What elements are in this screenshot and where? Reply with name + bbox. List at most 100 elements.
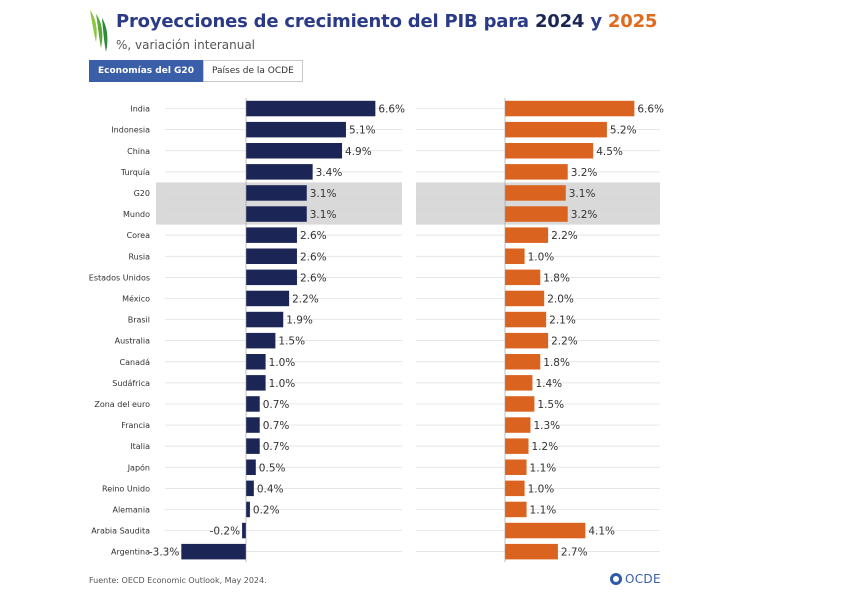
chart-subtitle: %, variación interanual (116, 38, 256, 52)
data-label-2025: 1.8% (543, 357, 570, 369)
data-label-2024: 2.6% (300, 251, 327, 263)
oecd-leaf-logo-icon (90, 10, 108, 52)
data-label-2025: 1.1% (530, 504, 557, 516)
category-label: Arabia Saudita (91, 527, 150, 536)
bar-2025 (505, 522, 586, 539)
category-label: Indonesia (111, 126, 150, 135)
title-join: y (584, 11, 608, 32)
bar-2025 (505, 206, 568, 222)
data-label-2025: 2.1% (549, 315, 576, 327)
bar-2025 (505, 354, 541, 370)
bar-2025 (505, 396, 535, 412)
bar-2025 (505, 311, 547, 328)
data-label-2025: 1.5% (537, 399, 564, 411)
category-label: Argentina (111, 548, 150, 557)
data-label-2024: 1.5% (278, 336, 305, 348)
chart-title: Proyecciones de crecimiento del PIB para… (116, 11, 657, 32)
category-label: Canadá (120, 358, 151, 367)
bar-2024 (246, 248, 297, 264)
data-label-2025: 4.1% (588, 526, 615, 538)
data-label-2025: 2.0% (547, 293, 574, 305)
tab-g20-economies[interactable]: Economías del G20 (89, 60, 203, 82)
bar-2025 (505, 501, 527, 518)
bar-2024 (246, 227, 297, 243)
data-label-2024: 0.7% (263, 399, 290, 411)
data-label-2025: 3.2% (571, 209, 598, 221)
data-label-2024: 1.0% (269, 378, 296, 390)
category-label: Australia (115, 337, 150, 346)
tab-bar: Economías del G20 Países de la OCDE (89, 60, 303, 82)
bar-2025 (505, 164, 568, 180)
bar-2024 (246, 164, 313, 180)
bar-2024 (246, 354, 266, 370)
category-label: Alemania (112, 505, 150, 514)
data-label-2025: 2.7% (561, 547, 588, 559)
bar-2025 (505, 290, 545, 307)
category-label: Rusia (128, 252, 150, 261)
data-label-2025: 5.2% (610, 125, 637, 137)
data-label-2024: 2.2% (292, 293, 319, 305)
bar-2024 (246, 375, 266, 391)
data-label-2025: 1.2% (532, 441, 559, 453)
bar-2025 (505, 375, 533, 391)
bar-2024 (246, 121, 346, 138)
data-label-2025: 1.0% (528, 483, 555, 495)
bar-2024 (246, 143, 343, 159)
bar-2024 (246, 501, 250, 518)
data-label-2025: 3.1% (569, 188, 596, 200)
data-label-2025: 4.5% (596, 146, 623, 158)
data-label-2025: 1.1% (530, 462, 557, 474)
title-year-2024: 2024 (534, 11, 585, 32)
tab-oecd-countries[interactable]: Países de la OCDE (202, 60, 303, 82)
data-label-2024: -3.3% (149, 547, 179, 559)
category-label: Italia (130, 442, 150, 451)
data-label-2025: 1.4% (535, 378, 562, 390)
category-label: China (127, 147, 150, 156)
data-label-2024: 2.6% (300, 230, 327, 242)
category-label: Turquía (120, 168, 150, 177)
oecd-brand: OCDE (610, 572, 661, 586)
bar-2024 (246, 438, 260, 454)
category-label: Mundo (123, 210, 150, 219)
category-label: Corea (127, 231, 151, 240)
category-label: India (130, 105, 150, 114)
bar-2025 (505, 459, 527, 475)
category-label: Zona del euro (94, 400, 150, 409)
data-label-2024: 0.7% (263, 420, 290, 432)
source-note: Fuente: OECD Economic Outlook, May 2024. (89, 576, 267, 585)
data-label-2024: 0.2% (253, 504, 280, 516)
data-label-2025: 1.3% (533, 420, 560, 432)
data-label-2025: 1.8% (543, 272, 570, 284)
bar-2025 (505, 185, 566, 201)
category-label: Francia (121, 421, 150, 430)
data-label-2025: 6.6% (637, 104, 664, 116)
data-label-2024: 5.1% (349, 125, 376, 137)
bar-2024 (246, 459, 256, 475)
bar-2025 (505, 438, 529, 454)
bar-2024 (242, 522, 246, 539)
bar-2025 (505, 100, 635, 117)
category-label: Sudáfrica (112, 379, 150, 388)
bar-2024 (246, 206, 307, 222)
bar-2025 (505, 543, 558, 560)
bar-2024 (246, 269, 297, 286)
data-label-2025: 3.2% (571, 167, 598, 179)
data-label-2024: -0.2% (210, 526, 240, 538)
data-label-2024: 3.1% (310, 188, 337, 200)
category-label: G20 (134, 189, 150, 198)
bar-2024 (246, 417, 260, 433)
bar-2025 (505, 227, 549, 243)
bar-2025 (505, 248, 525, 264)
bar-2025 (505, 121, 607, 138)
data-label-2024: 3.4% (316, 167, 343, 179)
bar-2024 (246, 100, 376, 117)
category-label: Reino Unido (102, 484, 150, 493)
bar-2025 (505, 269, 541, 286)
category-label: Brasil (128, 316, 150, 325)
bar-2024 (246, 396, 260, 412)
oecd-brand-text: OCDE (625, 572, 661, 586)
bar-2024 (181, 543, 246, 560)
bar-2024 (246, 185, 307, 201)
bar-2025 (505, 143, 594, 159)
